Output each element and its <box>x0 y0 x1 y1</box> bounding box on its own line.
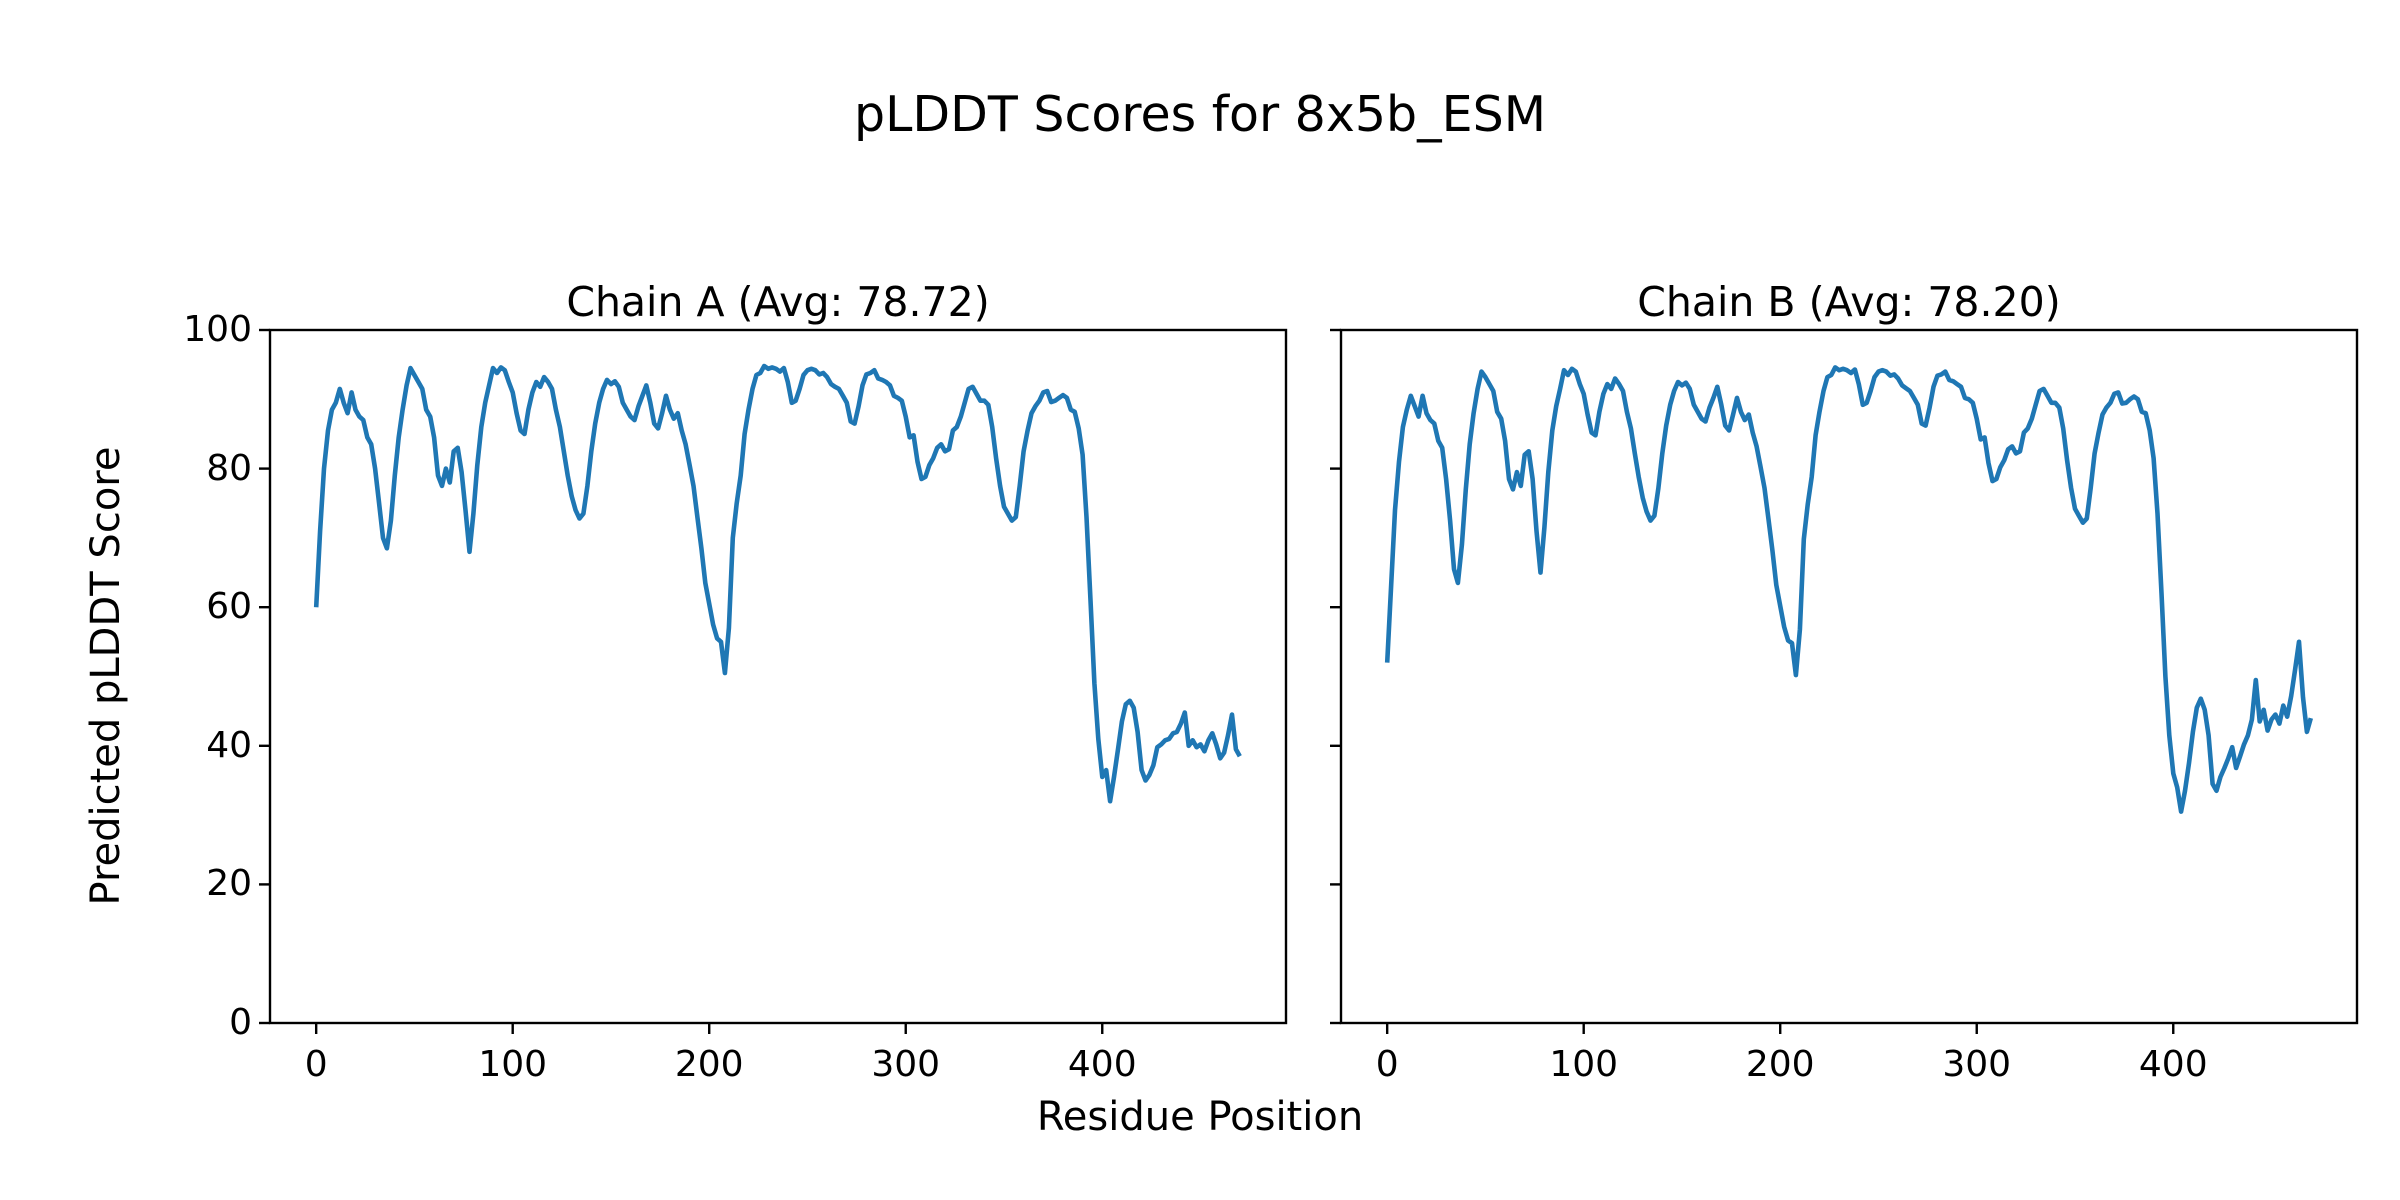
x-tick-label: 200 <box>674 1044 744 1085</box>
subplot-b-plot-area: 0 100 200 300 400 <box>1330 328 2359 1084</box>
y-tick-label: 20 <box>206 863 252 905</box>
x-axis-label: Residue Position <box>1036 1094 1364 1140</box>
plddt-line-chain-b <box>1384 365 2314 814</box>
x-tick-label: 0 <box>1375 1044 1399 1085</box>
x-tick-label: 100 <box>1549 1044 1619 1085</box>
x-tick-label: 400 <box>1067 1044 1137 1085</box>
axes-spines <box>1339 328 2359 1025</box>
y-tick-label: 40 <box>206 724 252 766</box>
y-tick-label: 80 <box>206 447 252 489</box>
subplot-a-plot-area: 0 100 200 300 400 0 20 40 60 80 100 <box>183 311 1288 1084</box>
plot-canvas <box>1330 328 2359 1034</box>
plddt-line-chain-a <box>313 363 1242 804</box>
plot-canvas <box>259 328 1288 1034</box>
y-tick-label: 0 <box>229 1002 252 1043</box>
x-tick-label: 300 <box>871 1044 941 1085</box>
subplot-b-title: Chain B (Avg: 78.20) <box>1637 278 2061 326</box>
figure-title: pLDDT Scores for 8x5b_ESM <box>854 86 1546 143</box>
x-tick-label: 0 <box>304 1044 328 1085</box>
subplot-a-title: Chain A (Avg: 78.72) <box>566 278 990 326</box>
axes-spines <box>268 328 1288 1025</box>
y-tick-label: 100 <box>183 309 252 350</box>
x-tick-label: 100 <box>478 1044 548 1085</box>
y-axis-label: Predicted pLDDT Score <box>83 446 129 906</box>
y-tick-label: 60 <box>206 586 252 628</box>
x-tick-label: 200 <box>1745 1044 1815 1085</box>
x-tick-label: 400 <box>2138 1044 2208 1085</box>
x-tick-label: 300 <box>1942 1044 2012 1085</box>
